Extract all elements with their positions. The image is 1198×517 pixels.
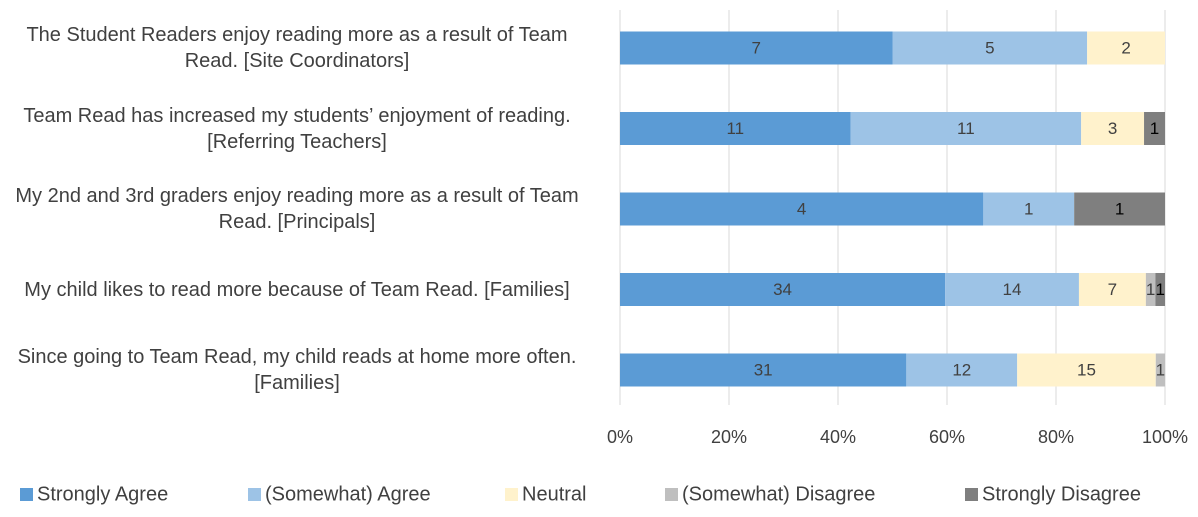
x-tick-label: 100%: [1142, 427, 1188, 447]
data-label: 1: [1150, 119, 1159, 138]
bar-segment: [620, 273, 946, 306]
bar-segment: [620, 192, 984, 226]
legend-swatch: [20, 488, 33, 501]
data-label: 3: [1108, 119, 1117, 138]
bar-segment: [1017, 353, 1156, 387]
x-tick-label: 40%: [820, 427, 856, 447]
bar-segment: [1144, 112, 1165, 145]
x-tick-label: 80%: [1038, 427, 1074, 447]
legend-label: (Somewhat) Agree: [265, 483, 431, 505]
bar-segment: [620, 353, 907, 387]
data-label: 1: [1156, 360, 1165, 379]
legend-swatch: [248, 488, 261, 501]
data-label: 34: [773, 280, 792, 299]
x-tick-label: 60%: [929, 427, 965, 447]
data-label: 12: [952, 360, 971, 379]
data-label: 14: [1003, 280, 1022, 299]
legend-swatch: [505, 488, 518, 501]
bar-segment: [1145, 273, 1156, 306]
legend-label: Strongly Disagree: [982, 483, 1141, 505]
bar-segment: [1081, 112, 1145, 145]
bar-segment: [1078, 273, 1146, 306]
data-label: 11: [957, 119, 975, 138]
data-label: 2: [1121, 38, 1130, 57]
data-label: 7: [752, 38, 761, 57]
bar-segment: [906, 353, 1018, 387]
category-label: My child likes to read more because of T…: [24, 278, 570, 301]
bar-segment: [892, 31, 1088, 65]
category-label: Team Read has increased my students’ enj…: [23, 104, 571, 153]
data-label: 1: [1024, 199, 1033, 218]
x-tick-label: 20%: [711, 427, 747, 447]
data-label: 11: [726, 119, 744, 138]
bar-segment: [850, 112, 1082, 145]
legend-label: Strongly Agree: [37, 483, 168, 505]
bar-segment: [1087, 31, 1165, 65]
data-label: 4: [797, 199, 806, 218]
data-label: 1: [1146, 280, 1155, 299]
legend-label: (Somewhat) Disagree: [682, 483, 875, 505]
category-label: My 2nd and 3rd graders enjoy reading mor…: [15, 185, 579, 233]
data-label: 5: [985, 38, 994, 57]
data-label: 7: [1108, 280, 1117, 299]
bar-segment: [620, 112, 851, 145]
category-label: The Student Readers enjoy reading more a…: [26, 24, 568, 72]
data-label: 31: [754, 360, 773, 379]
legend-swatch: [665, 488, 678, 501]
data-label: 15: [1077, 360, 1096, 379]
bar-segment: [1074, 192, 1165, 226]
bar-segment: [945, 273, 1079, 306]
bar-segment: [1155, 273, 1165, 306]
x-tick-label: 0%: [607, 427, 633, 447]
bar-segment: [620, 31, 893, 65]
data-label: 1: [1115, 199, 1124, 218]
bar-segment: [983, 192, 1075, 226]
bar-segment: [1155, 353, 1165, 387]
legend-swatch: [965, 488, 978, 501]
data-label: 1: [1155, 280, 1164, 299]
category-label: Since going to Team Read, my child reads…: [17, 346, 577, 394]
legend-label: Neutral: [522, 483, 586, 505]
